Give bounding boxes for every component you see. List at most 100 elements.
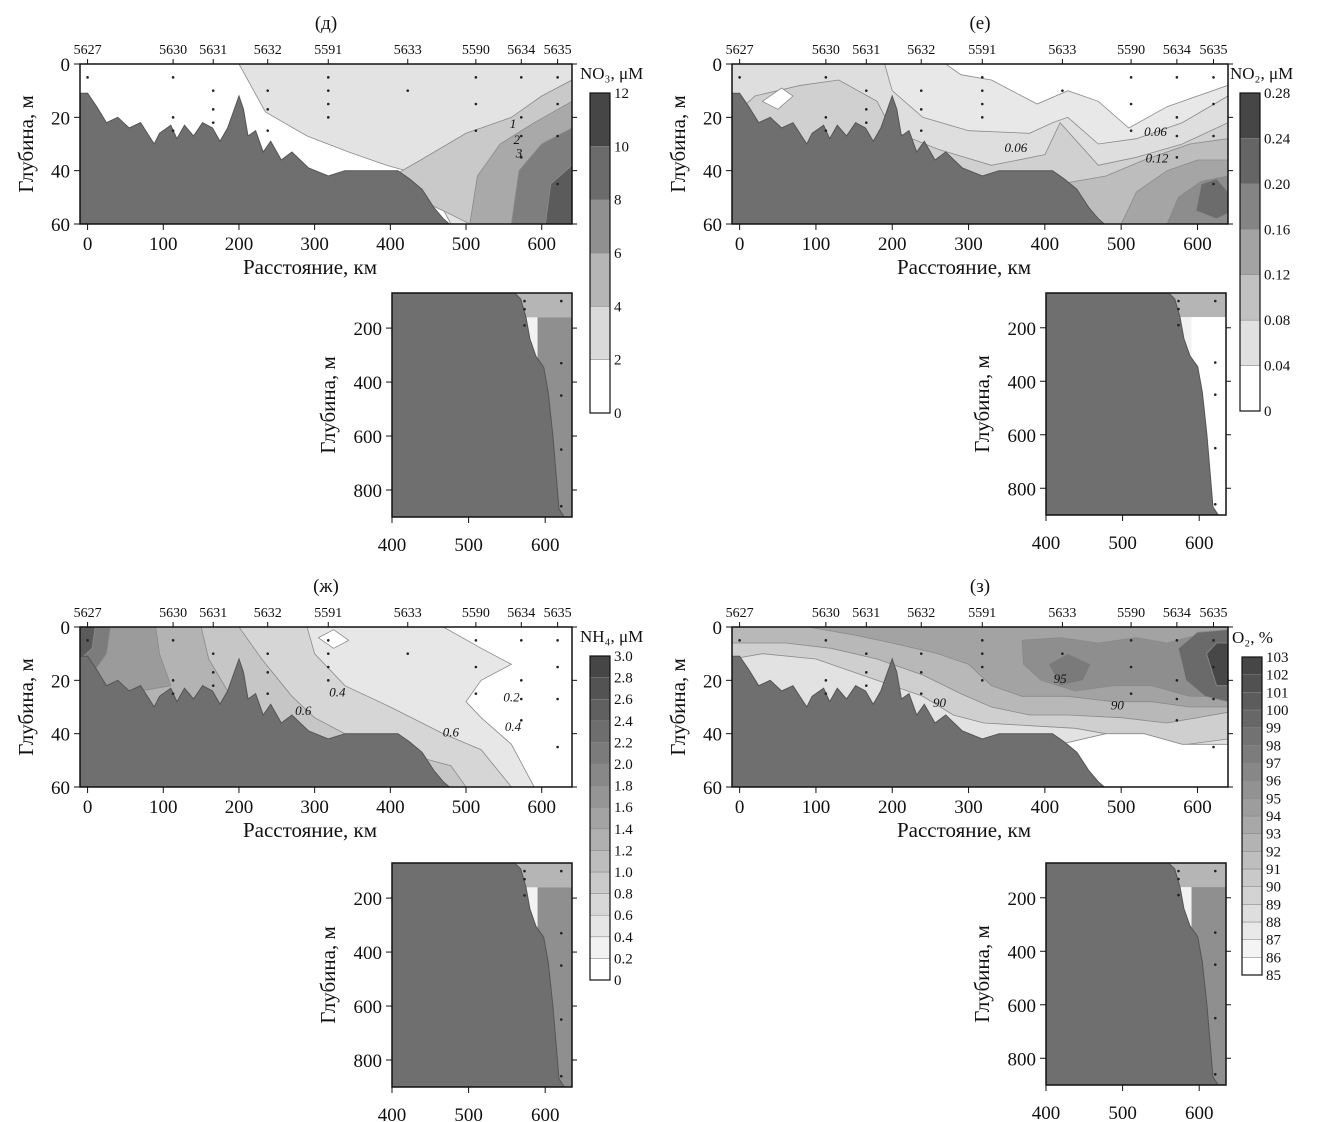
- panel-3: 90 95 90 (з) 5627 5630 5631 5632 5591 5633 5590 563…: [666, 576, 1289, 1122]
- colorbar-swatch: [1241, 886, 1263, 905]
- sample-point: [556, 745, 559, 749]
- station-label: 5633: [394, 43, 422, 58]
- colorbar-swatch: [589, 785, 611, 808]
- inset-x-tick-label: 500: [1108, 1103, 1137, 1122]
- station-label: 5630: [159, 43, 187, 58]
- x-tick-label: 100: [149, 234, 178, 255]
- colorbar-swatch: [589, 92, 611, 147]
- colorbar-swatch: [589, 914, 611, 938]
- x-tick-label: 400: [376, 797, 405, 818]
- station-label: 5635: [1200, 43, 1228, 58]
- sample-point: [266, 89, 270, 92]
- inset-sample-point: [1213, 869, 1217, 873]
- main-section-plot: 0.4 0.6 0.6 0.2 0.4: [80, 627, 572, 787]
- inset-deep-section: 400 500 600 200 400 600 800 Глубина, м: [316, 862, 577, 1122]
- colorbar-swatch: [1241, 656, 1263, 675]
- y-tick-label: 0: [61, 618, 71, 639]
- sample-point: [1212, 182, 1215, 186]
- y-tick-label: 40: [51, 162, 70, 183]
- colorbar-tick-label: 1.6: [614, 800, 633, 816]
- station-label: 5591: [968, 43, 996, 58]
- inset-y-tick-label: 600: [354, 427, 383, 448]
- colorbar-swatch: [1241, 709, 1263, 728]
- colorbar-tick-label: 2.6: [614, 692, 633, 708]
- x-tick-label: 100: [149, 797, 178, 818]
- sample-point: [824, 76, 828, 79]
- inset-sample-point: [523, 307, 526, 311]
- inset-deep-section: 400 500 600 200 400 600 800 Глубина, м: [970, 862, 1231, 1122]
- colorbar-tick-label: 12: [614, 86, 629, 102]
- colorbar-swatch: [589, 936, 611, 959]
- inset-x-tick-label: 400: [1032, 533, 1061, 554]
- station-label: 5632: [907, 43, 935, 58]
- sample-point: [865, 121, 868, 124]
- colorbar-tick-label: 1.0: [614, 865, 633, 881]
- y-tick-label: 40: [51, 725, 70, 746]
- panel-title: (з): [970, 576, 990, 597]
- y-axis-label: Глубина, м: [666, 95, 690, 193]
- sample-point: [556, 182, 559, 186]
- inset-sample-point: [1177, 893, 1180, 897]
- colorbar-tick-label: 0: [1264, 404, 1272, 420]
- sample-point: [406, 652, 410, 655]
- x-tick-label: 600: [1183, 234, 1212, 255]
- inset-sample-point: [559, 448, 563, 451]
- sample-point: [266, 692, 270, 695]
- colorbar-swatch: [589, 199, 611, 254]
- station-label: 5631: [199, 43, 227, 58]
- colorbar-tick-label: 85: [1266, 968, 1281, 984]
- colorbar-swatch: [1241, 798, 1263, 817]
- colorbar-swatch: [1241, 674, 1263, 693]
- colorbar-tick-label: 96: [1266, 774, 1282, 790]
- plot-frame: [79, 626, 573, 788]
- sample-point: [1061, 89, 1064, 92]
- field-band: [442, 627, 572, 787]
- colorbar-tick-label: 0.6: [614, 908, 633, 924]
- inset-frame: [1045, 862, 1227, 1086]
- inset-frame: [1045, 292, 1227, 516]
- sample-point: [86, 76, 89, 79]
- field-band: [317, 629, 350, 649]
- sample-point: [738, 639, 741, 642]
- inset-x-tick-label: 600: [1185, 1103, 1214, 1122]
- colorbar-frame: [1239, 92, 1261, 412]
- colorbar-swatch: [589, 698, 611, 722]
- sample-point: [1129, 692, 1133, 695]
- y-tick-label: 0: [713, 55, 723, 76]
- x-tick-label: 300: [954, 234, 983, 255]
- seabed: [732, 92, 1228, 224]
- inset-y-tick-label: 800: [1008, 479, 1037, 500]
- inset-x-tick-label: 500: [1108, 533, 1137, 554]
- sample-point: [406, 89, 410, 92]
- inset-y-axis-label: Глубина, м: [970, 925, 994, 1023]
- colorbar-tick-label: 0.04: [1264, 359, 1291, 375]
- station-label: 5591: [314, 606, 342, 621]
- inset-frame: [391, 292, 573, 518]
- x-tick-label: 300: [300, 234, 329, 255]
- inset-y-tick-label: 200: [354, 889, 383, 910]
- inset-sample-point: [559, 299, 563, 303]
- sample-point: [211, 108, 215, 111]
- inset-y-tick-label: 400: [1008, 372, 1037, 393]
- sample-point: [519, 697, 523, 701]
- inset-x-tick-label: 400: [378, 1105, 407, 1122]
- inset-sample-point: [1213, 1016, 1217, 1020]
- sample-point: [474, 129, 478, 132]
- sample-point: [1175, 719, 1179, 722]
- inset-x-tick-label: 400: [378, 535, 407, 556]
- colorbar-swatch: [589, 677, 611, 700]
- main-section-plot: 123: [80, 64, 572, 224]
- station-label: 5630: [812, 606, 840, 621]
- y-tick-label: 20: [51, 108, 70, 129]
- colorbar-swatch: [1241, 904, 1263, 923]
- inset-sample-point: [559, 931, 563, 935]
- sample-point: [556, 697, 559, 701]
- inset-sample-point: [523, 324, 526, 327]
- y-tick-label: 20: [703, 671, 722, 692]
- inset-y-tick-label: 400: [1008, 942, 1037, 963]
- inset-sample-point: [523, 299, 526, 303]
- sample-point: [519, 134, 523, 138]
- plot-frame: [731, 626, 1229, 788]
- sample-point: [1061, 652, 1064, 655]
